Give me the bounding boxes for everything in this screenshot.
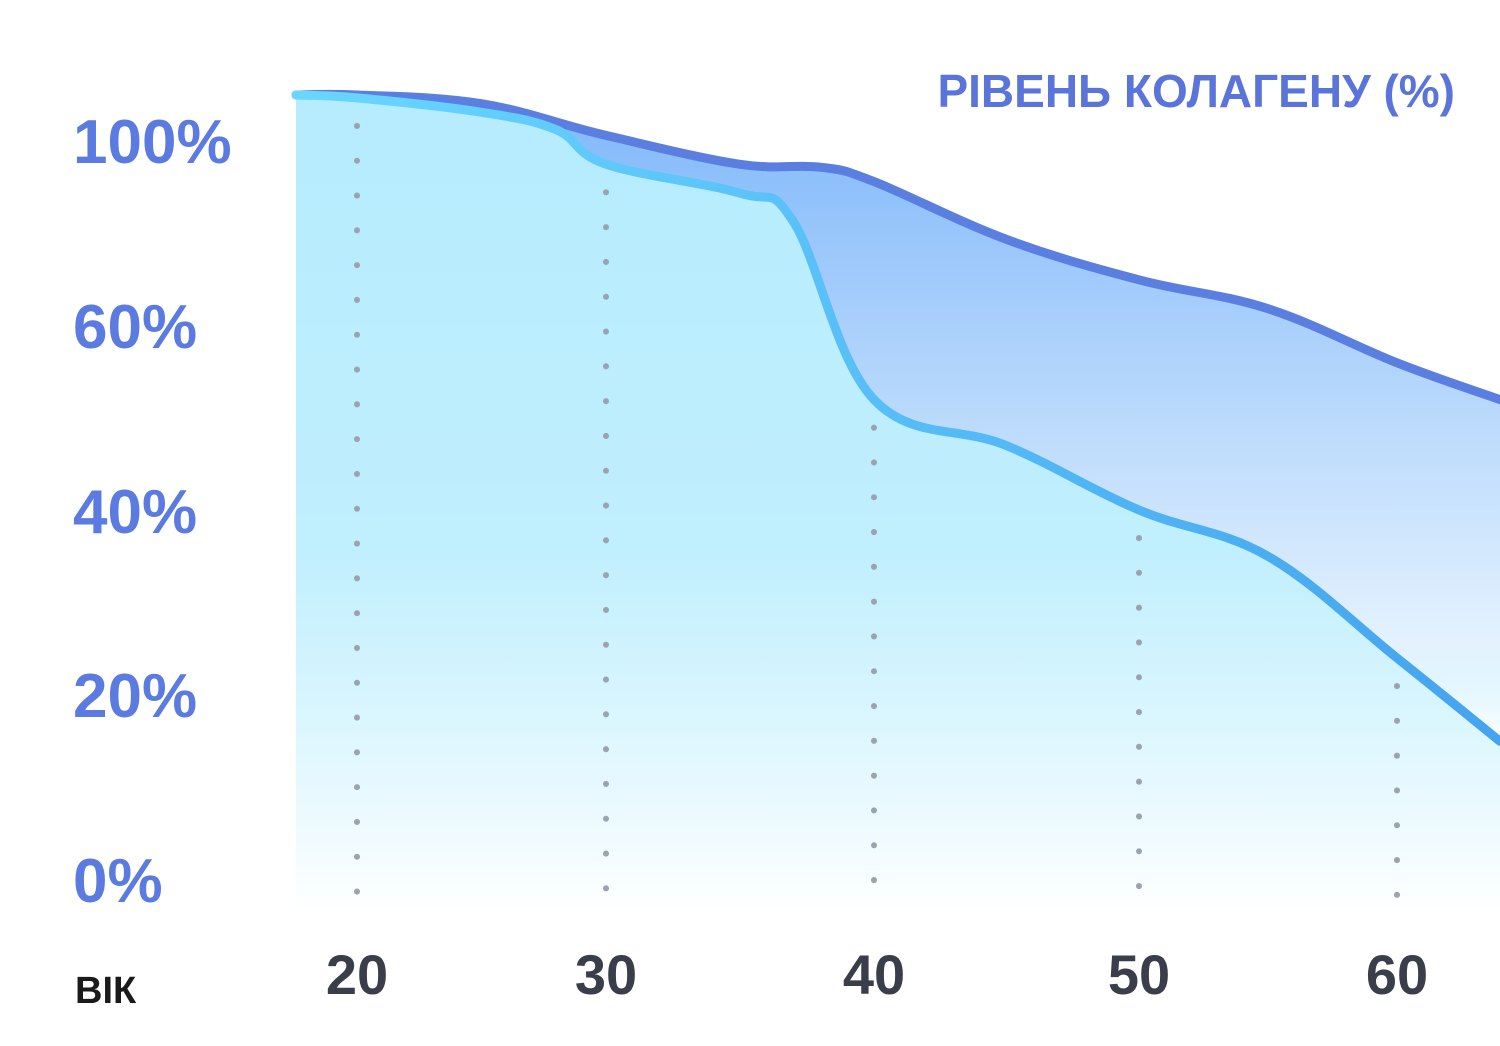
- chart-title: РІВЕНЬ КОЛАГЕНУ (%): [937, 65, 1455, 117]
- x-tick-label: 20: [326, 943, 388, 1006]
- y-tick-label: 100%: [73, 108, 232, 177]
- area-under-lower-curve: [296, 95, 1500, 915]
- x-tick-label: 40: [843, 943, 905, 1006]
- y-tick-label: 60%: [73, 293, 197, 362]
- y-axis-ticks: 100% 60% 40% 20% 0%: [73, 108, 232, 916]
- x-axis-label: ВІК: [75, 970, 137, 1012]
- y-tick-label: 0%: [73, 847, 163, 916]
- x-tick-label: 50: [1108, 943, 1170, 1006]
- y-tick-label: 40%: [73, 478, 197, 547]
- y-tick-label: 20%: [73, 662, 197, 731]
- series-line-lower: [291, 90, 1500, 746]
- x-tick-label: 30: [575, 943, 637, 1006]
- grid-lines: [354, 122, 1400, 901]
- x-tick-label: 60: [1366, 943, 1428, 1006]
- x-axis-ticks: 20 30 40 50 60: [326, 943, 1428, 1006]
- series-line-upper: [291, 89, 1500, 405]
